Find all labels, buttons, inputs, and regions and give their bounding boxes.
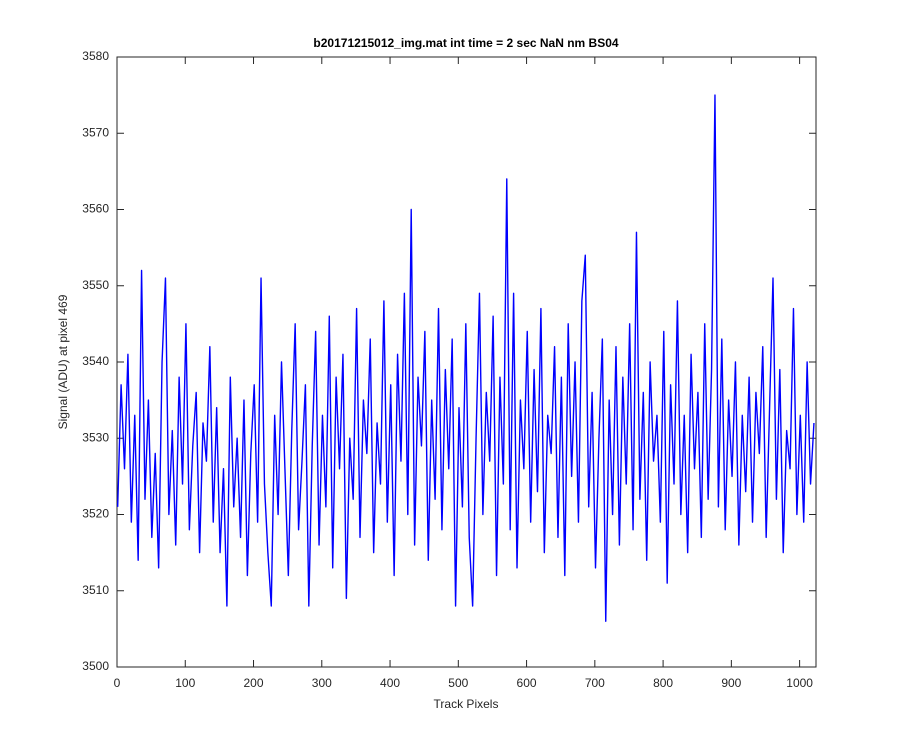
x-tick-label: 400 (380, 676, 400, 690)
y-tick-label: 3540 (82, 354, 109, 368)
x-tick-label: 0 (114, 676, 121, 690)
y-tick-label: 3510 (82, 583, 109, 597)
y-tick-label: 3580 (82, 49, 109, 63)
y-tick-label: 3520 (82, 507, 109, 521)
y-tick-label: 3560 (82, 202, 109, 216)
x-tick-label: 300 (312, 676, 332, 690)
y-tick-label: 3500 (82, 659, 109, 673)
data-line (116, 94, 815, 622)
x-tick-label: 600 (517, 676, 537, 690)
y-tick-label: 3550 (82, 278, 109, 292)
y-tick-label: 3570 (82, 125, 109, 139)
chart-title: b20171215012_img.mat int time = 2 sec Na… (313, 36, 618, 50)
x-tick-label: 1000 (786, 676, 813, 690)
x-tick-label: 700 (585, 676, 605, 690)
y-axis-label: Signal (ADU) at pixel 469 (56, 294, 70, 429)
x-tick-label: 500 (448, 676, 468, 690)
x-tick-label: 900 (721, 676, 741, 690)
x-tick-label: 800 (653, 676, 673, 690)
x-axis-label: Track Pixels (434, 697, 499, 711)
x-tick-label: 100 (175, 676, 195, 690)
x-tick-label: 200 (244, 676, 264, 690)
y-tick-label: 3530 (82, 430, 109, 444)
